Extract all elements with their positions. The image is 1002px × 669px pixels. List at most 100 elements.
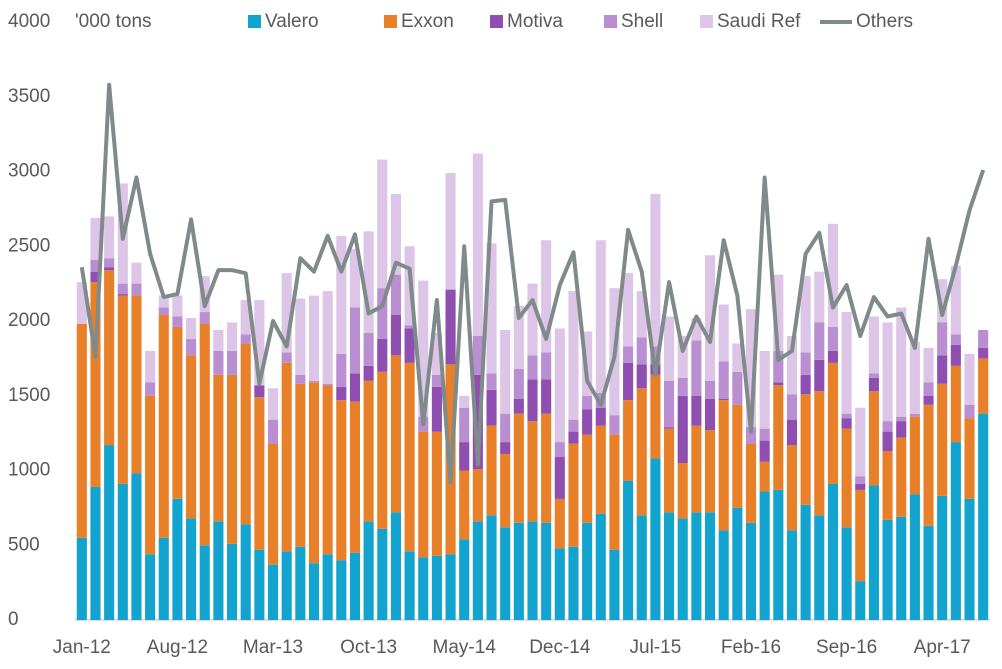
y-tick-label: 2000	[8, 310, 50, 331]
bar-segment	[158, 295, 169, 308]
bar-segment	[937, 495, 948, 620]
bar-segment	[664, 316, 675, 381]
bar-segment	[500, 329, 511, 414]
bar-segment	[308, 563, 320, 620]
bar-segment	[240, 343, 251, 525]
bar-segment	[390, 355, 401, 513]
bar-segment	[322, 554, 333, 620]
bar-segment	[786, 419, 798, 446]
bar-segment	[745, 427, 757, 444]
bar-segment	[800, 394, 811, 505]
bar-segment	[868, 373, 879, 378]
y-tick-label: 1000	[8, 460, 50, 481]
bar-segment	[868, 316, 879, 374]
bar-segment	[882, 451, 893, 520]
bar-segment	[964, 353, 975, 405]
bar-segment	[500, 413, 511, 443]
bar-segment	[240, 300, 251, 335]
bar-segment	[786, 445, 798, 531]
bar-segment	[800, 504, 811, 620]
bar-segment	[213, 374, 224, 522]
bar-segment	[226, 322, 238, 351]
bar-segment	[677, 395, 688, 464]
bar-segment	[131, 473, 142, 620]
bar-segment	[172, 498, 183, 620]
bar-segment	[226, 374, 238, 544]
bar-segment	[664, 428, 675, 513]
bar-segment	[636, 388, 647, 516]
bar-segment	[718, 304, 729, 362]
bar-segment	[145, 382, 156, 396]
bar-segment	[609, 549, 620, 620]
bar-segment	[513, 522, 524, 620]
bar-segment	[117, 283, 128, 295]
bar-segment	[827, 362, 839, 484]
bar-segment	[554, 548, 565, 620]
bar-segment	[677, 377, 688, 396]
bar-segment	[390, 274, 401, 316]
bar-segment	[486, 515, 497, 620]
bar-segment	[104, 445, 115, 620]
bar-segment	[145, 395, 156, 555]
bar-segment	[745, 309, 757, 428]
bar-segment	[841, 527, 852, 620]
x-tick-label: Oct-13	[340, 637, 397, 658]
bar-segment	[827, 350, 839, 363]
bar-segment	[650, 458, 661, 620]
bar-segment	[691, 395, 702, 426]
bar-segment	[336, 560, 347, 620]
bar-segment	[199, 323, 210, 546]
bar-segment	[595, 425, 606, 514]
bar-segment	[868, 377, 879, 392]
bar-segment	[568, 546, 579, 620]
bar-segment	[554, 457, 565, 499]
bar-segment	[541, 522, 552, 620]
bar-segment	[814, 322, 825, 360]
bar-segment	[691, 340, 702, 396]
bar-segment	[390, 315, 401, 356]
bar-segment	[500, 442, 511, 455]
bar-segment	[595, 513, 606, 620]
bar-segment	[172, 316, 183, 327]
bar-segment	[145, 554, 156, 620]
y-tick-label: 1500	[8, 385, 50, 406]
bar-segment	[76, 323, 87, 538]
bar-segment	[295, 546, 306, 620]
bar-segment	[76, 282, 87, 324]
bar-segment	[595, 407, 606, 426]
bar-segment	[104, 270, 115, 446]
bar-segment	[677, 518, 688, 620]
bar-segment	[718, 361, 729, 399]
bar-segment	[295, 383, 306, 547]
bar-segment	[855, 489, 866, 582]
bar-segment	[882, 431, 893, 452]
bar-segment	[909, 416, 920, 495]
bar-segment	[254, 397, 265, 550]
bar-segment	[513, 413, 524, 523]
bar-segment	[349, 249, 361, 308]
y-tick-label: 3000	[8, 161, 50, 182]
bar-segment	[472, 469, 483, 522]
bar-segment	[882, 421, 893, 432]
x-tick-label: Feb-16	[721, 637, 781, 658]
bar-segment	[964, 498, 975, 620]
legend-label: Valero	[265, 11, 319, 32]
bar-segment	[404, 328, 415, 363]
bar-segment	[254, 549, 265, 620]
bar-segment	[691, 425, 702, 513]
bar-segment	[677, 463, 688, 519]
bar-segment	[541, 413, 552, 523]
bar-segment	[486, 425, 497, 516]
bar-segment	[732, 507, 743, 620]
bar-segment	[90, 271, 101, 283]
bar-segment	[937, 322, 948, 356]
bar-segment	[513, 398, 524, 414]
bar-segment	[472, 374, 483, 470]
bar-segment	[322, 385, 333, 555]
bar-segment	[199, 312, 210, 324]
bar-segment	[732, 343, 743, 372]
bar-segment	[459, 442, 470, 471]
bar-segment	[349, 307, 361, 374]
bar-segment	[336, 400, 347, 561]
bar-segment	[527, 421, 538, 522]
